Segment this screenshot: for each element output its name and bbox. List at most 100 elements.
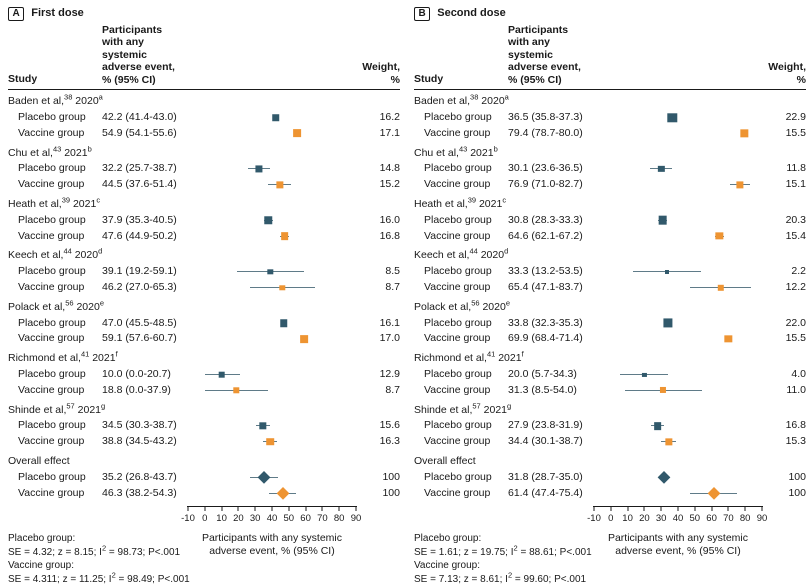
x-axis-tick-label: 70 bbox=[317, 513, 328, 524]
weight-value: 8.7 bbox=[385, 280, 400, 293]
point-estimate-marker bbox=[293, 129, 301, 138]
group-row: Vaccine group 59.1 (57.6-60.7) 17.0 bbox=[8, 331, 400, 347]
plot-cell bbox=[594, 280, 762, 296]
weight-value: 15.2 bbox=[379, 178, 400, 191]
x-axis-line bbox=[187, 506, 357, 507]
group-label: Vaccine group bbox=[18, 435, 85, 448]
weight-value: 16.2 bbox=[379, 111, 400, 123]
point-estimate-marker bbox=[267, 269, 274, 275]
text-segment: Placebo group: bbox=[8, 533, 76, 544]
weight-value: 100 bbox=[382, 486, 400, 499]
ci-value: 47.6 (44.9-50.2) bbox=[102, 229, 177, 242]
x-axis-tick-label: 90 bbox=[756, 513, 768, 524]
weight-value: 15.6 bbox=[379, 419, 400, 432]
study-name-row: Heath et al,39 2021c bbox=[8, 196, 400, 213]
plot-cell bbox=[188, 125, 356, 141]
superscript: 2 bbox=[101, 543, 107, 553]
superscript: d bbox=[98, 246, 103, 256]
study-name-row: Heath et al,39 2021c bbox=[414, 196, 806, 213]
study-name-row: Richmond et al,41 2021f bbox=[414, 349, 806, 367]
superscript: b bbox=[493, 144, 498, 154]
col-header-study: Study bbox=[414, 72, 444, 85]
text-segment: 2021 bbox=[74, 403, 102, 416]
group-row: Placebo group 20.0 (5.7-34.3) 4.0 bbox=[414, 367, 806, 383]
x-axis-tick-label: 80 bbox=[333, 513, 345, 524]
weight-value: 16.1 bbox=[379, 316, 400, 329]
study-name: Baden et al,38 2020a bbox=[414, 92, 594, 108]
group-row: Placebo group 37.9 (35.3-40.5) 16.0 bbox=[8, 212, 400, 228]
x-axis-tick-label: 90 bbox=[350, 513, 362, 524]
study-block: Keech et al,44 2020d Placebo group 39.1 (1… bbox=[8, 248, 400, 295]
text-segment: Overall effect bbox=[8, 454, 70, 467]
superscript: 38 bbox=[470, 92, 479, 102]
text-segment: SE = 4.32; z = 8.15; I bbox=[8, 546, 102, 558]
superscript: g bbox=[507, 401, 512, 411]
study-block: Chu et al,43 2021b Placebo group 32.2 (25.… bbox=[8, 145, 400, 192]
x-axis-tick-label: 50 bbox=[689, 513, 701, 524]
x-axis-tick-label: 60 bbox=[300, 513, 311, 524]
group-row: Vaccine group 18.8 (0.0-37.9) 8.7 bbox=[8, 382, 400, 398]
study-name: Shinde et al,57 2021g bbox=[8, 402, 188, 417]
group-label: Placebo group bbox=[18, 265, 86, 278]
superscript: 57 bbox=[472, 401, 481, 411]
plot-cell bbox=[188, 177, 356, 193]
superscript: d bbox=[504, 246, 509, 256]
text-segment: Baden et al, bbox=[8, 95, 65, 108]
point-estimate-marker bbox=[658, 165, 665, 173]
forest-rows: Baden et al,38 2020a Placebo group 36.5 (3… bbox=[414, 92, 806, 501]
plot-cell bbox=[188, 418, 356, 434]
ci-value: 38.8 (34.5-43.2) bbox=[102, 435, 177, 448]
x-axis-title: Participants with any systemic adverse e… bbox=[607, 532, 749, 557]
x-axis-tick-label: 0 bbox=[608, 513, 614, 524]
forest-rows: Baden et al,38 2020a Placebo group 42.2 (4… bbox=[8, 92, 400, 501]
group-row: Vaccine group 54.9 (54.1-55.6) 17.1 bbox=[8, 125, 400, 141]
ci-value: 10.0 (0.0-20.7) bbox=[102, 367, 171, 380]
group-row: Placebo group 42.2 (41.4-43.0) 16.2 bbox=[8, 110, 400, 126]
weight-value: 15.5 bbox=[785, 126, 806, 139]
superscript: 43 bbox=[52, 144, 62, 154]
ci-value: 64.6 (62.1-67.2) bbox=[508, 229, 583, 242]
group-row: Placebo group 30.1 (23.6-36.5) 11.8 bbox=[414, 161, 806, 177]
superscript: 38 bbox=[64, 92, 73, 102]
weight-value: 12.2 bbox=[785, 280, 806, 293]
plot-cell bbox=[594, 177, 762, 193]
x-axis-tick bbox=[305, 507, 307, 511]
text-segment: 2020 bbox=[479, 300, 506, 313]
ci-value: 76.9 (71.0-82.7) bbox=[508, 178, 583, 191]
column-headers: Study Participants with any systemic adve… bbox=[8, 24, 400, 90]
study-name: Richmond et al,41 2021f bbox=[414, 349, 594, 365]
superscript: 41 bbox=[486, 349, 496, 359]
superscript: 43 bbox=[458, 144, 468, 154]
weight-value: 100 bbox=[382, 470, 400, 483]
overall-diamond-marker bbox=[658, 471, 671, 484]
axis-left-spacer bbox=[8, 506, 188, 530]
stats-line: Placebo group: bbox=[414, 532, 592, 546]
point-estimate-marker bbox=[667, 112, 677, 123]
plot-cell bbox=[188, 367, 356, 383]
weight-value: 100 bbox=[788, 486, 806, 499]
group-label: Placebo group bbox=[424, 265, 492, 278]
stats-line: Vaccine group: bbox=[8, 559, 190, 573]
point-estimate-marker bbox=[664, 269, 669, 274]
ci-value: 34.4 (30.1-38.7) bbox=[508, 435, 583, 448]
plot-cell bbox=[594, 485, 762, 501]
study-name-row: Polack et al,56 2020e bbox=[8, 299, 400, 315]
plot-cell bbox=[188, 110, 356, 126]
group-label: Placebo group bbox=[424, 213, 492, 226]
study-name-row: Keech et al,44 2020d bbox=[8, 248, 400, 264]
x-axis-tick bbox=[711, 507, 713, 511]
weight-value: 15.1 bbox=[785, 178, 806, 191]
x-axis-tick-label: 40 bbox=[672, 513, 684, 524]
plot-cell bbox=[188, 212, 356, 228]
group-row: Placebo group 33.3 (13.2-53.5) 2.2 bbox=[414, 264, 806, 280]
x-axis-tick-label: 30 bbox=[249, 513, 261, 524]
superscript: 2 bbox=[513, 543, 518, 553]
x-axis-tick bbox=[744, 507, 746, 511]
study-name: Shinde et al,57 2021g bbox=[414, 401, 594, 417]
study-name: Overall effect bbox=[8, 455, 188, 468]
study-block: Polack et al,56 2020e Placebo group 33.8 (… bbox=[414, 299, 806, 346]
plot-cell bbox=[594, 434, 762, 450]
superscript: f bbox=[115, 349, 118, 359]
weight-value: 17.0 bbox=[379, 332, 400, 345]
plot-cell bbox=[188, 228, 356, 244]
